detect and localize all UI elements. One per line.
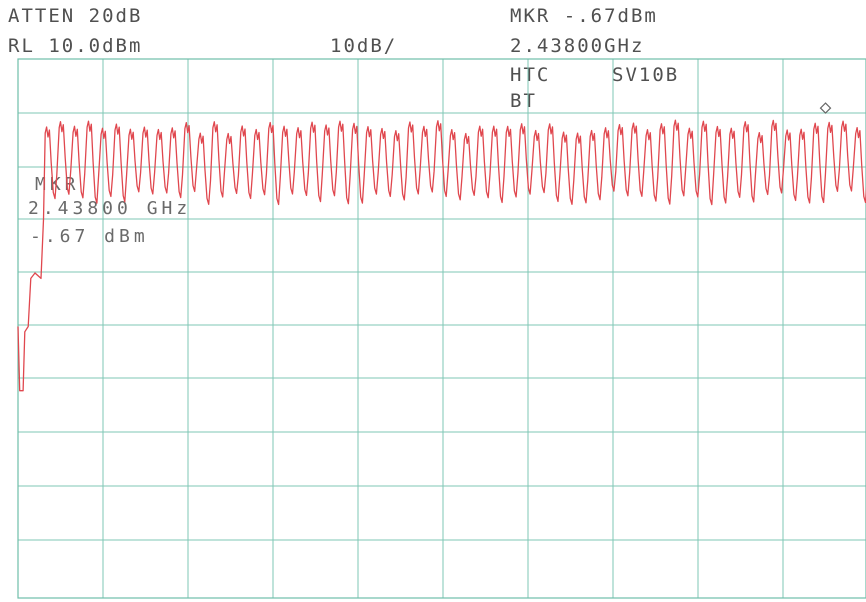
device-label: HTC [510, 64, 550, 86]
graticule [18, 59, 866, 598]
ref-level-label: RL 10.0dBm [8, 35, 142, 57]
atten-label: ATTEN 20dB [8, 5, 142, 27]
model-label: SV10B [612, 64, 679, 86]
marker-overlay-label: MKR [35, 174, 80, 195]
marker-amplitude-label: MKR -.67dBm [510, 5, 658, 27]
mode-label: BT [510, 90, 537, 112]
marker-frequency-label: 2.43800GHz [510, 35, 644, 57]
scale-label: 10dB/ [330, 35, 397, 57]
spectrum-trace [17, 119, 866, 392]
marker-overlay-frequency: 2.43800 GHz [28, 198, 191, 219]
marker-diamond-icon [819, 102, 832, 114]
marker-overlay-amplitude: -.67 dBm [30, 226, 149, 247]
